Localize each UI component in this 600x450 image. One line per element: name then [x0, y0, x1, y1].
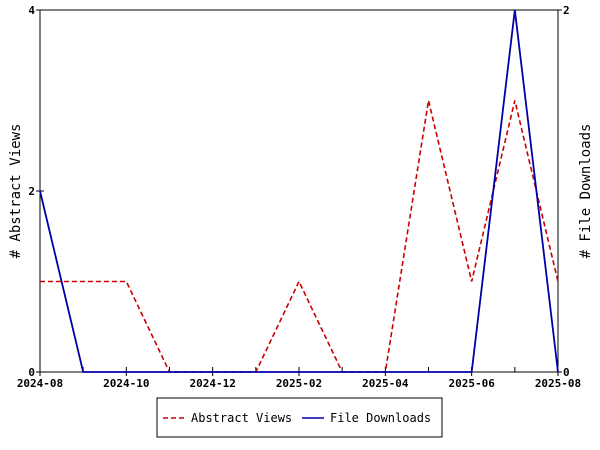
y-left-tick-label: 0 — [28, 366, 35, 379]
y-axis-left-title: # Abstract Views — [8, 124, 24, 259]
series-line-abstract-views — [40, 100, 559, 373]
y-left-tick-label: 4 — [28, 4, 35, 17]
x-axis: 2024-08 2024-10 2024-12 2025-02 2025-04 2025-… — [17, 367, 581, 390]
legend: Abstract Views File Downloads — [156, 397, 443, 438]
series-line-file-downloads — [39, 9, 559, 373]
x-tick-label: 2025-04 — [362, 377, 409, 390]
x-tick-label: 2025-06 — [448, 377, 495, 390]
x-tick-label: 2024-12 — [189, 377, 235, 390]
x-tick-label: 2024-08 — [17, 377, 63, 390]
y-right-tick-label: 2 — [563, 4, 570, 17]
x-tick-label: 2025-08 — [535, 377, 581, 390]
y-left-tick-label: 2 — [28, 185, 35, 198]
y-axis-right-title: # File Downloads — [578, 124, 594, 259]
legend-label-file-downloads: File Downloads — [330, 411, 431, 425]
legend-label-abstract-views: Abstract Views — [191, 411, 292, 425]
series-group — [39, 9, 559, 373]
x-tick-label: 2025-02 — [276, 377, 322, 390]
legend-box — [156, 397, 443, 438]
plot-area — [39, 9, 559, 373]
y-right-tick-label: 0 — [563, 366, 570, 379]
x-tick-label: 2024-10 — [103, 377, 149, 390]
